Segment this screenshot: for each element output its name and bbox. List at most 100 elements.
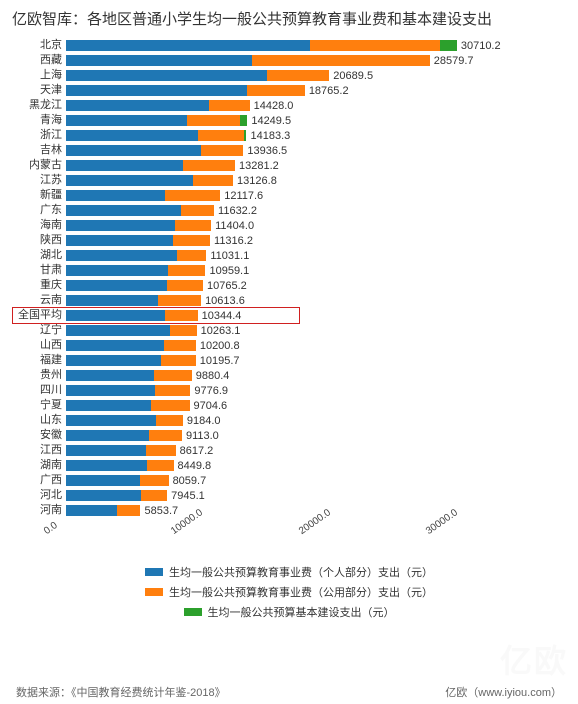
value-label: 9184.0	[187, 415, 221, 427]
value-label: 7945.1	[171, 490, 205, 502]
bar-row: 山东9184.0	[66, 413, 536, 428]
bar-row: 北京30710.2	[66, 38, 536, 53]
bar-segment-personal	[66, 70, 267, 81]
stacked-bar: 10959.1	[66, 265, 249, 276]
stacked-bar: 8449.8	[66, 460, 211, 471]
value-label: 11316.2	[214, 235, 253, 247]
y-axis-label: 浙江	[2, 130, 62, 141]
y-axis-label: 福建	[2, 355, 62, 366]
bar-segment-public	[165, 190, 220, 201]
bar-segment-public	[156, 415, 183, 426]
y-axis-label: 宁夏	[2, 400, 62, 411]
bar-segment-public	[175, 220, 211, 231]
bar-segment-public	[193, 175, 233, 186]
value-label: 20689.5	[333, 70, 373, 82]
bar-segment-public	[201, 145, 243, 156]
bar-row: 贵州9880.4	[66, 368, 536, 383]
bar-segment-personal	[66, 415, 156, 426]
stacked-bar: 5853.7	[66, 505, 178, 516]
bar-segment-personal	[66, 85, 247, 96]
value-label: 10613.6	[205, 295, 245, 307]
bar-segment-personal	[66, 235, 173, 246]
stacked-bar: 10263.1	[66, 325, 240, 336]
x-tick-label: 0.0	[42, 520, 60, 537]
y-axis-label: 北京	[2, 40, 62, 51]
bar-segment-public	[155, 385, 190, 396]
bar-segment-personal	[66, 145, 201, 156]
bar-row: 江西8617.2	[66, 443, 536, 458]
stacked-bar: 9880.4	[66, 370, 229, 381]
bar-segment-personal	[66, 250, 177, 261]
bar-segment-public	[158, 295, 201, 306]
bar-segment-public	[310, 40, 440, 51]
bar-segment-personal	[66, 310, 165, 321]
value-label: 8449.8	[178, 460, 212, 472]
stacked-bar: 8059.7	[66, 475, 206, 486]
value-label: 30710.2	[461, 40, 501, 52]
y-axis-label: 甘肃	[2, 265, 62, 276]
bar-segment-public	[173, 235, 210, 246]
value-label: 5853.7	[144, 505, 178, 517]
y-axis-label: 湖北	[2, 250, 62, 261]
stacked-bar: 30710.2	[66, 40, 501, 51]
bar-row: 全国平均10344.4	[66, 308, 536, 323]
bar-segment-public	[117, 505, 141, 516]
bar-segment-personal	[66, 100, 209, 111]
stacked-bar: 9184.0	[66, 415, 221, 426]
bar-row: 吉林13936.5	[66, 143, 536, 158]
y-axis-label: 广西	[2, 475, 62, 486]
y-axis-label: 陕西	[2, 235, 62, 246]
bar-row: 湖北11031.1	[66, 248, 536, 263]
bar-segment-personal	[66, 265, 168, 276]
bar-row: 河北7945.1	[66, 488, 536, 503]
stacked-bar: 9704.6	[66, 400, 227, 411]
bar-segment-public	[181, 205, 215, 216]
y-axis-label: 河北	[2, 490, 62, 501]
bar-row: 湖南8449.8	[66, 458, 536, 473]
bar-segment-personal	[66, 400, 151, 411]
stacked-bar: 11316.2	[66, 235, 253, 246]
bar-segment-public	[267, 70, 329, 81]
bar-row: 甘肃10959.1	[66, 263, 536, 278]
y-axis-label: 江西	[2, 445, 62, 456]
bar-segment-public	[247, 85, 305, 96]
value-label: 14249.5	[251, 115, 291, 127]
value-label: 18765.2	[309, 85, 349, 97]
stacked-bar: 11404.0	[66, 220, 254, 231]
bar-row: 福建10195.7	[66, 353, 536, 368]
value-label: 11632.2	[218, 205, 257, 217]
bar-row: 西藏28579.7	[66, 53, 536, 68]
y-axis-label: 广东	[2, 205, 62, 216]
bar-segment-public	[146, 445, 175, 456]
y-axis-label: 贵州	[2, 370, 62, 381]
bar-segment-public	[209, 100, 250, 111]
bar-row: 黑龙江14428.0	[66, 98, 536, 113]
stacked-bar: 28579.7	[66, 55, 474, 66]
bar-segment-personal	[66, 175, 193, 186]
value-label: 13936.5	[247, 145, 287, 157]
legend-item-public: 生均一般公共预算教育事业费（公用部分）支出（元）	[145, 584, 433, 600]
y-axis-label: 西藏	[2, 55, 62, 66]
stacked-bar: 20689.5	[66, 70, 373, 81]
y-axis-label: 山东	[2, 415, 62, 426]
bar-row: 安徽9113.0	[66, 428, 536, 443]
value-label: 9704.6	[194, 400, 228, 412]
value-label: 11404.0	[215, 220, 254, 232]
bar-row: 陕西11316.2	[66, 233, 536, 248]
bar-segment-personal	[66, 445, 146, 456]
value-label: 9776.9	[194, 385, 228, 397]
bar-row: 上海20689.5	[66, 68, 536, 83]
bar-row: 青海14249.5	[66, 113, 536, 128]
bar-segment-capital	[440, 40, 457, 51]
value-label: 10263.1	[201, 325, 241, 337]
bar-segment-personal	[66, 340, 164, 351]
bar-row: 内蒙古13281.2	[66, 158, 536, 173]
bar-segment-public	[154, 370, 192, 381]
value-label: 13281.2	[239, 160, 279, 172]
bar-segment-public	[170, 325, 196, 336]
bar-segment-public	[252, 55, 430, 66]
bar-segment-public	[167, 280, 203, 291]
bar-segment-personal	[66, 295, 158, 306]
y-axis-label: 云南	[2, 295, 62, 306]
bar-segment-public	[149, 430, 182, 441]
